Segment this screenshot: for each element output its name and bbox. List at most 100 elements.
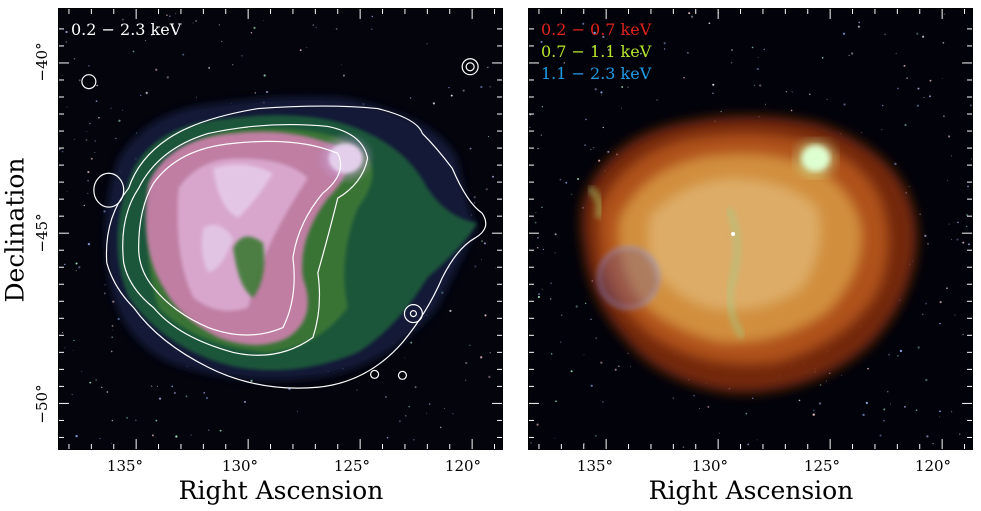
star [917, 346, 920, 349]
star [682, 446, 685, 448]
star [473, 202, 476, 204]
x-tick-label: 135° [106, 457, 144, 475]
star [537, 147, 539, 150]
star [969, 104, 972, 107]
star [151, 434, 154, 437]
star [542, 248, 545, 251]
star [601, 401, 604, 403]
star [763, 48, 765, 50]
star [551, 353, 553, 355]
left-xray-image [59, 9, 502, 449]
star [917, 87, 920, 90]
star [386, 437, 389, 439]
star [85, 138, 88, 141]
star [687, 52, 689, 54]
star [607, 150, 610, 153]
star [698, 408, 701, 410]
star [941, 77, 943, 79]
star [712, 92, 714, 95]
star [95, 379, 97, 381]
star [73, 350, 75, 351]
star [218, 24, 220, 26]
star [656, 99, 658, 101]
star [340, 64, 342, 66]
star [299, 49, 302, 52]
star [950, 155, 952, 157]
star [492, 175, 495, 178]
x-tick-label: 125° [803, 457, 841, 475]
band-label-hard: 1.1 − 2.3 keV [541, 64, 652, 83]
star [432, 102, 436, 105]
star [541, 288, 543, 290]
x-tick-label: 130° [691, 457, 729, 475]
star [135, 419, 137, 422]
star [965, 225, 968, 228]
star [166, 76, 169, 79]
star [121, 18, 124, 21]
star [948, 135, 951, 138]
star [925, 378, 928, 382]
y-tick-label: −45° [33, 213, 51, 253]
star [884, 33, 886, 35]
star [488, 375, 491, 379]
star [919, 213, 921, 216]
star [826, 98, 828, 100]
star [265, 90, 269, 94]
star [96, 84, 98, 87]
star [254, 92, 257, 94]
star [881, 129, 883, 131]
star [166, 14, 168, 17]
star [405, 415, 407, 417]
star [414, 386, 417, 389]
star [122, 109, 124, 111]
star [926, 435, 929, 438]
star [195, 19, 198, 23]
star [66, 191, 68, 193]
star [103, 292, 106, 295]
star [231, 64, 234, 66]
star [205, 396, 209, 400]
star [860, 131, 862, 133]
star [462, 89, 465, 92]
star [922, 35, 925, 38]
star [894, 162, 897, 166]
x-axis-title: Right Ascension [648, 476, 854, 505]
star [962, 334, 964, 336]
star [190, 434, 192, 436]
star [904, 124, 907, 127]
star [250, 32, 253, 34]
star [895, 52, 897, 54]
star [593, 45, 596, 49]
star [865, 401, 869, 405]
star [86, 192, 89, 195]
star [537, 295, 541, 299]
star [595, 435, 597, 437]
star [790, 109, 793, 112]
star [925, 302, 927, 305]
left-image-panel: 0.2 − 2.3 keV [58, 8, 503, 450]
star [932, 443, 934, 445]
star [73, 58, 76, 60]
star [752, 397, 754, 399]
star [889, 403, 891, 405]
star [103, 210, 106, 213]
star [939, 322, 941, 325]
star [263, 20, 265, 21]
star [132, 50, 135, 53]
star [175, 13, 177, 15]
star [306, 46, 308, 49]
star [110, 350, 113, 353]
star [948, 223, 950, 225]
star [118, 119, 121, 122]
star [485, 188, 488, 191]
star [536, 236, 539, 239]
star [88, 65, 90, 67]
star [560, 341, 562, 343]
star [927, 243, 929, 245]
star [480, 85, 483, 89]
star [848, 54, 850, 57]
star [604, 68, 606, 70]
star [87, 170, 90, 174]
tick-marks [529, 9, 972, 449]
star [111, 324, 114, 327]
